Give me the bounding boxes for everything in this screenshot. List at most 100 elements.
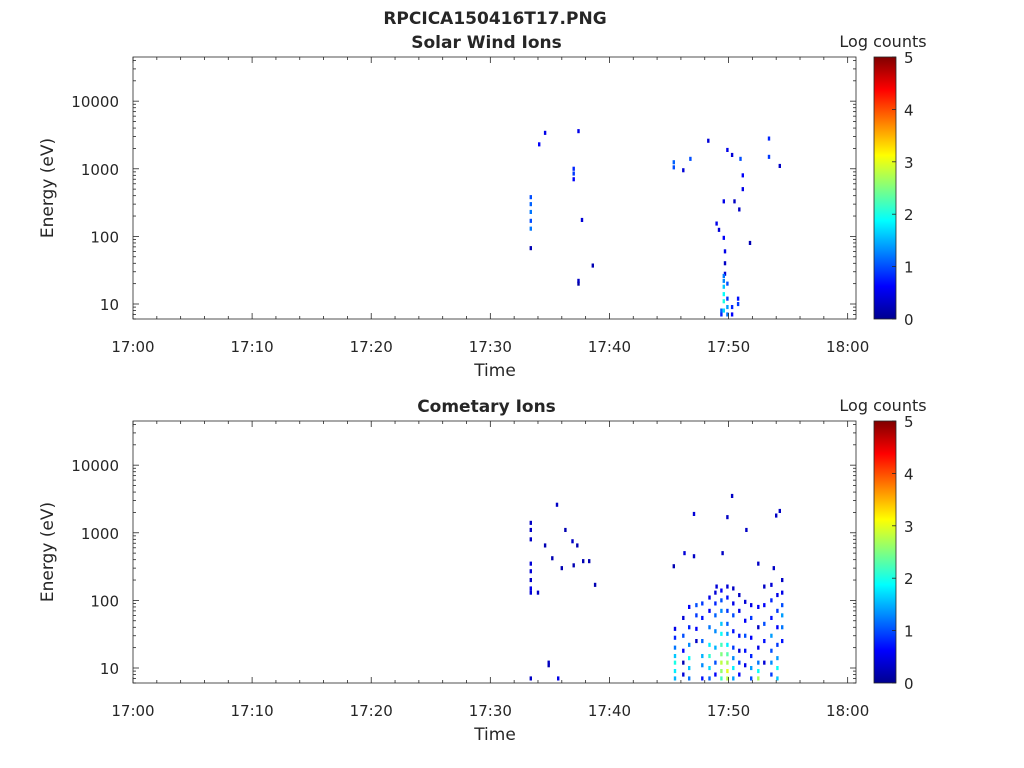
panel-solar-wind-ions: 17:00 17:10 17:20 17:30 17:40 17:50 18:0010100… (38, 32, 927, 381)
data-cell (714, 645, 717, 650)
data-cell (726, 312, 729, 317)
x-axis-label: Time (473, 361, 516, 381)
colorbar-tick-label: 0 (904, 311, 914, 329)
data-cell (726, 147, 729, 152)
data-cell (672, 160, 675, 165)
data-cell (571, 539, 574, 544)
data-cell (682, 633, 685, 638)
data-cell (744, 633, 747, 638)
data-cell (730, 493, 734, 498)
data-cell (701, 639, 704, 644)
data-cell (715, 584, 718, 589)
x-tick-label: 17:20 (350, 702, 393, 720)
colorbar-tick-label: 2 (904, 570, 914, 588)
data-cell (547, 663, 550, 668)
data-cell (720, 621, 723, 626)
data-cell (750, 666, 753, 671)
data-cell (543, 130, 547, 135)
data-cell (707, 138, 710, 143)
data-cell (708, 595, 711, 600)
data-cell (726, 642, 729, 647)
data-cell (714, 672, 717, 677)
data-cell (732, 613, 735, 618)
data-cell (726, 584, 729, 589)
data-cell (708, 625, 711, 630)
data-cell (736, 296, 740, 301)
data-cell (714, 601, 717, 606)
data-cell (701, 676, 704, 681)
data-cell (695, 626, 698, 631)
data-cell (744, 618, 747, 623)
data-cell (672, 564, 675, 569)
data-cell (720, 308, 723, 313)
data-cell (744, 663, 747, 668)
data-cell (776, 666, 779, 671)
data-cell (688, 642, 691, 647)
data-cell (732, 676, 735, 681)
data-cell (547, 660, 550, 665)
heatmap-cells (529, 493, 784, 681)
data-cell (701, 654, 704, 659)
data-cell (572, 563, 575, 568)
data-cell (682, 615, 685, 620)
data-cell (738, 593, 741, 598)
data-cell (708, 642, 711, 647)
data-cell (770, 615, 773, 620)
colorbar-tick-label: 3 (904, 518, 914, 536)
data-cell (722, 235, 725, 240)
colorbar (874, 57, 896, 319)
x-tick-label: 17:20 (350, 338, 393, 356)
x-tick-label: 17:40 (588, 702, 631, 720)
data-cell (591, 263, 594, 268)
data-cell (683, 551, 686, 556)
data-cell (717, 227, 721, 232)
data-cell (529, 590, 532, 595)
data-cell (576, 543, 579, 548)
data-cell (770, 648, 773, 653)
data-cell (529, 202, 532, 207)
data-cell (763, 660, 766, 665)
data-cell (750, 676, 753, 681)
colorbar (874, 421, 896, 683)
data-cell (778, 508, 781, 513)
data-cell (736, 302, 740, 307)
data-cell (781, 639, 784, 644)
data-cell (529, 218, 532, 223)
colorbar-frame (873, 56, 897, 320)
data-cell (722, 308, 725, 313)
y-tick-label: 10000 (71, 457, 119, 475)
plot-area (133, 421, 856, 683)
axes-frame (132, 56, 857, 320)
y-axis-label: Energy (eV) (38, 138, 58, 238)
data-cell (722, 292, 725, 297)
data-cell (776, 676, 779, 681)
data-cell (763, 621, 766, 626)
figure-title: RPCICA150416T17.PNG (383, 9, 606, 29)
data-cell (555, 502, 559, 507)
data-cell (688, 676, 691, 681)
data-cell (726, 305, 729, 310)
data-cell (781, 590, 784, 595)
x-tick-label: 17:00 (111, 338, 154, 356)
data-cell (778, 163, 781, 168)
data-cell (529, 537, 532, 542)
colorbar-label: Log counts (839, 396, 926, 415)
data-cell (757, 669, 760, 674)
data-cell (757, 604, 760, 609)
data-cell (688, 656, 691, 661)
data-cell (701, 601, 704, 606)
data-cell (714, 629, 717, 634)
data-cell (695, 603, 698, 608)
data-cell (730, 152, 734, 157)
data-cell (720, 642, 723, 647)
data-cell (529, 226, 532, 231)
data-cell (726, 595, 729, 600)
data-cell (714, 590, 717, 595)
data-cell (763, 603, 766, 608)
data-cell (770, 598, 773, 603)
data-cell (720, 588, 723, 593)
colorbar-label: Log counts (839, 32, 926, 51)
data-cell (723, 261, 727, 266)
colorbar-tick-label: 0 (904, 675, 914, 693)
